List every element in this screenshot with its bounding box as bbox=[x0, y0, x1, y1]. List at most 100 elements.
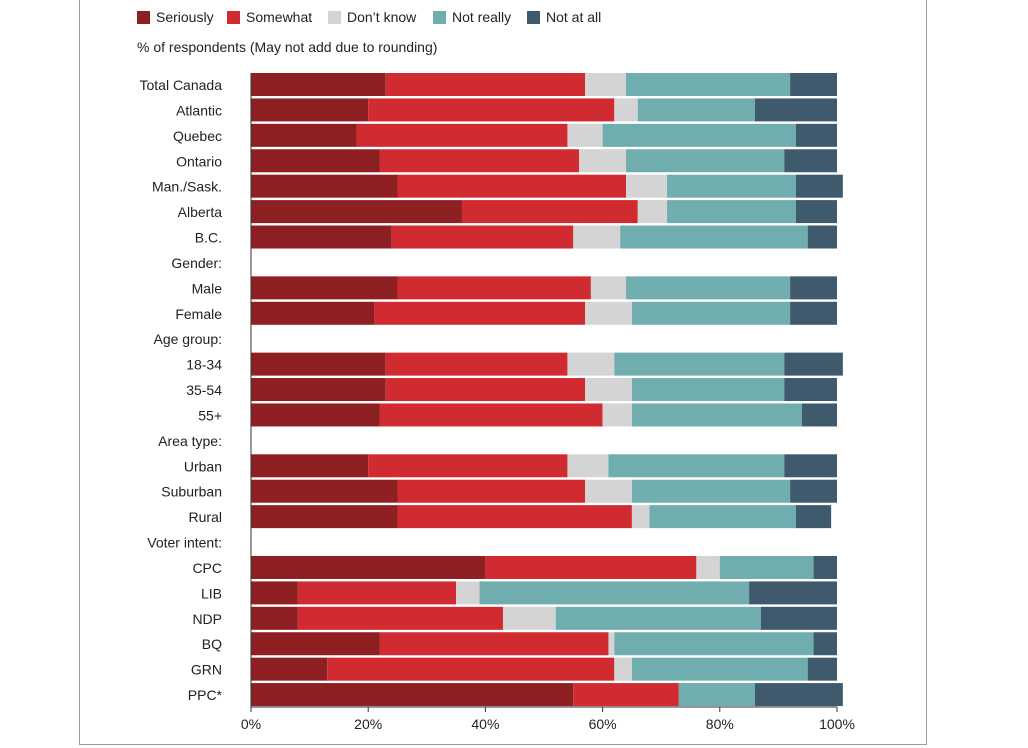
bar-grn-not-really bbox=[631, 657, 808, 681]
bar-man-sask-somewhat bbox=[397, 174, 627, 198]
group-header-age-group: Age group: bbox=[154, 331, 223, 347]
bar-alberta-not-at-all bbox=[795, 200, 837, 224]
bar-female-somewhat bbox=[374, 301, 586, 325]
bar-rural-don-t-know bbox=[631, 505, 650, 529]
bar-55-somewhat bbox=[379, 403, 603, 427]
bar-35-54-seriously bbox=[251, 378, 386, 402]
bar-b-c-not-really bbox=[620, 225, 808, 249]
bar-male-don-t-know bbox=[590, 276, 627, 300]
bar-female-seriously bbox=[251, 301, 375, 325]
bar-35-54-somewhat bbox=[385, 378, 586, 402]
category-label-lib: LIB bbox=[201, 585, 222, 601]
legend: Seriously Somewhat Don’t know Not really Not… bbox=[137, 9, 601, 25]
bar-55-don-t-know bbox=[602, 403, 632, 427]
bar-atlantic-somewhat bbox=[368, 98, 615, 122]
bar-b-c-don-t-know bbox=[573, 225, 621, 249]
bar-ndp-seriously bbox=[251, 606, 298, 630]
bar-cpc-seriously bbox=[251, 555, 486, 579]
bar-18-34-somewhat bbox=[385, 352, 568, 376]
bar-bq-not-at-all bbox=[813, 632, 837, 656]
bar-b-c-somewhat bbox=[391, 225, 574, 249]
bar-quebec-not-at-all bbox=[795, 123, 837, 147]
bar-cpc-not-at-all bbox=[813, 555, 837, 579]
bar-alberta-somewhat bbox=[461, 200, 638, 224]
category-label-suburban: Suburban bbox=[161, 484, 222, 500]
x-tick-label-20: 20% bbox=[354, 716, 382, 732]
bar-alberta-don-t-know bbox=[637, 200, 668, 224]
bar-quebec-seriously bbox=[251, 123, 357, 147]
category-label-total-canada: Total Canada bbox=[139, 77, 222, 93]
bar-total-canada-don-t-know bbox=[585, 73, 627, 96]
bar-ndp-somewhat bbox=[297, 606, 503, 630]
bar-b-c-not-at-all bbox=[807, 225, 837, 249]
legend-label-don-t-know: Don’t know bbox=[347, 9, 417, 25]
bar-ppc-seriously bbox=[251, 683, 574, 707]
bar-total-canada-somewhat bbox=[385, 73, 586, 96]
bar-female-not-at-all bbox=[790, 301, 837, 325]
bar-ppc-somewhat bbox=[573, 683, 679, 707]
category-label-ontario: Ontario bbox=[176, 153, 222, 169]
bar-35-54-don-t-know bbox=[585, 378, 632, 402]
bar-male-seriously bbox=[251, 276, 398, 300]
bar-lib-don-t-know bbox=[456, 581, 480, 605]
category-label-b-c: B.C. bbox=[195, 230, 222, 246]
bar-suburban-don-t-know bbox=[585, 479, 632, 503]
bar-grn-seriously bbox=[251, 657, 328, 681]
bar-suburban-not-at-all bbox=[790, 479, 837, 503]
group-header-gender: Gender: bbox=[171, 255, 222, 271]
category-label-cpc: CPC bbox=[192, 560, 222, 576]
bar-rural-somewhat bbox=[397, 505, 632, 529]
chart-frame: Seriously Somewhat Don’t know Not really Not… bbox=[79, 0, 927, 745]
bar-18-34-seriously bbox=[251, 352, 386, 376]
bar-b-c-seriously bbox=[251, 225, 392, 249]
bar-man-sask-not-really bbox=[667, 174, 796, 198]
bar-lib-not-really bbox=[479, 581, 750, 605]
legend-swatch-not-really bbox=[433, 11, 446, 24]
bar-ontario-don-t-know bbox=[579, 149, 627, 173]
bar-male-somewhat bbox=[397, 276, 591, 300]
category-label-grn: GRN bbox=[191, 662, 222, 678]
bar-man-sask-don-t-know bbox=[626, 174, 668, 198]
legend-swatch-not-at-all bbox=[527, 11, 540, 24]
category-label-35-54: 35-54 bbox=[186, 382, 222, 398]
bar-quebec-not-really bbox=[602, 123, 796, 147]
x-tick-label-40: 40% bbox=[471, 716, 499, 732]
bar-bq-seriously bbox=[251, 632, 380, 656]
x-tick-label-60: 60% bbox=[589, 716, 617, 732]
category-label-alberta: Alberta bbox=[178, 204, 223, 220]
bar-man-sask-not-at-all bbox=[795, 174, 843, 198]
bar-ppc-not-really bbox=[678, 683, 755, 707]
bar-ontario-seriously bbox=[251, 149, 380, 173]
bar-lib-somewhat bbox=[297, 581, 457, 605]
x-tick-label-0: 0% bbox=[241, 716, 261, 732]
bar-ndp-not-at-all bbox=[760, 606, 837, 630]
group-header-voter-intent: Voter intent: bbox=[147, 535, 222, 551]
bar-male-not-really bbox=[626, 276, 791, 300]
legend-label-not-really: Not really bbox=[452, 9, 511, 25]
bar-atlantic-don-t-know bbox=[614, 98, 638, 122]
bar-atlantic-not-really bbox=[637, 98, 755, 122]
legend-swatch-don-t-know bbox=[328, 11, 341, 24]
bar-suburban-seriously bbox=[251, 479, 398, 503]
bar-ontario-somewhat bbox=[379, 149, 580, 173]
category-label-quebec: Quebec bbox=[173, 128, 222, 144]
bar-18-34-don-t-know bbox=[567, 352, 615, 376]
bar-alberta-not-really bbox=[667, 200, 796, 224]
bar-bq-don-t-know bbox=[608, 632, 615, 656]
bar-grn-somewhat bbox=[327, 657, 615, 681]
bar-ndp-don-t-know bbox=[502, 606, 556, 630]
category-label-atlantic: Atlantic bbox=[176, 102, 222, 118]
legend-swatch-seriously bbox=[137, 11, 150, 24]
bar-18-34-not-really bbox=[614, 352, 785, 376]
bar-18-34-not-at-all bbox=[784, 352, 843, 376]
bar-rural-seriously bbox=[251, 505, 398, 529]
bar-ppc-not-at-all bbox=[754, 683, 843, 707]
bar-total-canada-seriously bbox=[251, 73, 386, 96]
chart-subtitle: % of respondents (May not add due to rou… bbox=[137, 39, 437, 55]
bar-urban-seriously bbox=[251, 454, 369, 478]
legend-label-somewhat: Somewhat bbox=[246, 9, 312, 25]
bar-bq-somewhat bbox=[379, 632, 609, 656]
stacked-bar-chart: Seriously Somewhat Don’t know Not really Not… bbox=[137, 9, 855, 732]
bar-male-not-at-all bbox=[790, 276, 837, 300]
category-label-bq: BQ bbox=[202, 636, 222, 652]
